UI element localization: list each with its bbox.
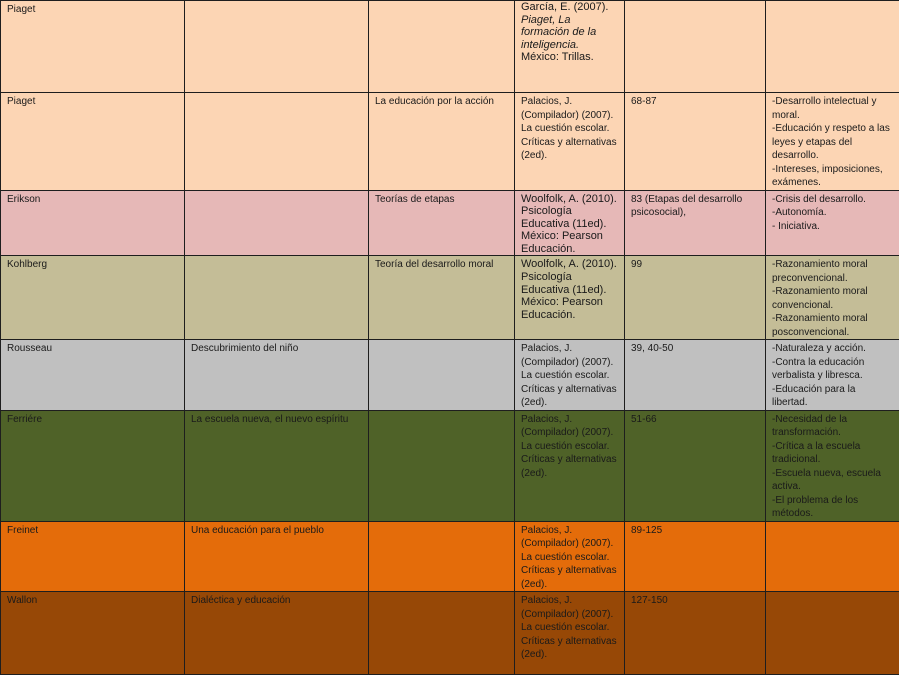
author-cell: Ferriére: [1, 410, 185, 521]
reference-cell: Palacios, J. (Compilador) (2007). La cue…: [515, 521, 625, 592]
note-line: -Razonamiento moral posconvencional.: [772, 312, 893, 339]
notes-cell: -Naturaleza y acción. -Contra la educaci…: [766, 340, 899, 411]
pages-cell: 127-150: [625, 592, 766, 675]
note-line: -Necesidad de la transformación.: [772, 413, 893, 440]
pages-cell: 68-87: [625, 93, 766, 191]
topic-cell: [185, 190, 369, 256]
topic-cell: [185, 256, 369, 340]
note-line: -Autonomía.: [772, 206, 893, 220]
topic-cell: [185, 93, 369, 191]
note-line: -Razonamiento moral convencional.: [772, 285, 893, 312]
author-cell: Piaget: [1, 1, 185, 93]
note-line: -Educación para la libertad.: [772, 383, 893, 410]
note-line: -El problema de los métodos.: [772, 494, 893, 521]
pages-cell: 39, 40-50: [625, 340, 766, 411]
table-row: Erikson Teorías de etapas Woolfolk, A. (…: [1, 190, 899, 256]
reference-line: México: Trillas.: [521, 51, 618, 64]
reference-line: Woolfolk, A. (2010). Psicología Educativ…: [521, 258, 618, 321]
table-row: Freinet Una educación para el pueblo Pal…: [1, 521, 899, 592]
reference-cell: García, E. (2007). Piaget, La formación …: [515, 1, 625, 93]
theory-cell: [369, 1, 515, 93]
note-line: -Contra la educación verbalista y libres…: [772, 356, 893, 383]
note-line: -Crisis del desarrollo.: [772, 193, 893, 207]
author-cell: Wallon: [1, 592, 185, 675]
pages-cell: 99: [625, 256, 766, 340]
topic-cell: Una educación para el pueblo: [185, 521, 369, 592]
theory-cell: [369, 521, 515, 592]
reference-line: García, E. (2007).: [521, 1, 618, 14]
reference-line: Palacios, J. (Compilador) (2007). La cue…: [521, 413, 618, 481]
note-line: -Intereses, imposiciones, exámenes.: [772, 163, 893, 190]
author-cell: Freinet: [1, 521, 185, 592]
reference-line: Palacios, J. (Compilador) (2007). La cue…: [521, 524, 618, 592]
note-line: -Razonamiento moral preconvencional.: [772, 258, 893, 285]
note-line: -Naturaleza y acción.: [772, 342, 893, 356]
notes-cell: -Razonamiento moral preconvencional. -Ra…: [766, 256, 899, 340]
note-line: - Iniciativa.: [772, 220, 893, 234]
notes-cell: -Crisis del desarrollo. -Autonomía. - In…: [766, 190, 899, 256]
author-cell: Kohlberg: [1, 256, 185, 340]
pages-cell: 89-125: [625, 521, 766, 592]
theory-cell: La educación por la acción: [369, 93, 515, 191]
notes-cell: [766, 1, 899, 93]
table-row: Ferriére La escuela nueva, el nuevo espí…: [1, 410, 899, 521]
theory-cell: Teorías de etapas: [369, 190, 515, 256]
table-row: Wallon Dialéctica y educación Palacios, …: [1, 592, 899, 675]
reference-cell: Palacios, J. (Compilador) (2007). La cue…: [515, 592, 625, 675]
table-row: Rousseau Descubrimiento del niño Palacio…: [1, 340, 899, 411]
topic-cell: La escuela nueva, el nuevo espíritu: [185, 410, 369, 521]
note-line: -Desarrollo intelectual y moral.: [772, 95, 893, 122]
note-line: -Crítica a la escuela tradicional.: [772, 440, 893, 467]
theory-cell: [369, 340, 515, 411]
note-line: -Escuela nueva, escuela activa.: [772, 467, 893, 494]
reference-cell: Palacios, J. (Compilador) (2007). La cue…: [515, 93, 625, 191]
reference-line: Palacios, J. (Compilador) (2007). La cue…: [521, 594, 618, 662]
reference-line: Palacios, J. (Compilador) (2007). La cue…: [521, 95, 618, 163]
theory-cell: [369, 410, 515, 521]
reference-cell: Woolfolk, A. (2010). Psicología Educativ…: [515, 190, 625, 256]
notes-cell: -Desarrollo intelectual y moral. -Educac…: [766, 93, 899, 191]
reference-line: Piaget, La formación de la inteligencia.: [521, 14, 618, 52]
table-row: Piaget La educación por la acción Palaci…: [1, 93, 899, 191]
reference-cell: Palacios, J. (Compilador) (2007). La cue…: [515, 340, 625, 411]
author-cell: Erikson: [1, 190, 185, 256]
table-row: Kohlberg Teoría del desarrollo moral Woo…: [1, 256, 899, 340]
theory-cell: Teoría del desarrollo moral: [369, 256, 515, 340]
theory-cell: [369, 592, 515, 675]
pages-cell: 51-66: [625, 410, 766, 521]
topic-cell: Descubrimiento del niño: [185, 340, 369, 411]
reference-line: Woolfolk, A. (2010). Psicología Educativ…: [521, 193, 618, 256]
topic-cell: [185, 1, 369, 93]
pages-cell: [625, 1, 766, 93]
note-line: -Educación y respeto a las leyes y etapa…: [772, 122, 893, 163]
pages-cell: 83 (Etapas del desarrollo psicosocial),: [625, 190, 766, 256]
reference-line: Palacios, J. (Compilador) (2007). La cue…: [521, 342, 618, 410]
reference-cell: Woolfolk, A. (2010). Psicología Educativ…: [515, 256, 625, 340]
table-row: Piaget García, E. (2007). Piaget, La for…: [1, 1, 899, 93]
author-cell: Piaget: [1, 93, 185, 191]
author-cell: Rousseau: [1, 340, 185, 411]
topic-cell: Dialéctica y educación: [185, 592, 369, 675]
notes-cell: -Necesidad de la transformación. -Crític…: [766, 410, 899, 521]
notes-cell: [766, 521, 899, 592]
notes-cell: [766, 592, 899, 675]
reference-cell: Palacios, J. (Compilador) (2007). La cue…: [515, 410, 625, 521]
